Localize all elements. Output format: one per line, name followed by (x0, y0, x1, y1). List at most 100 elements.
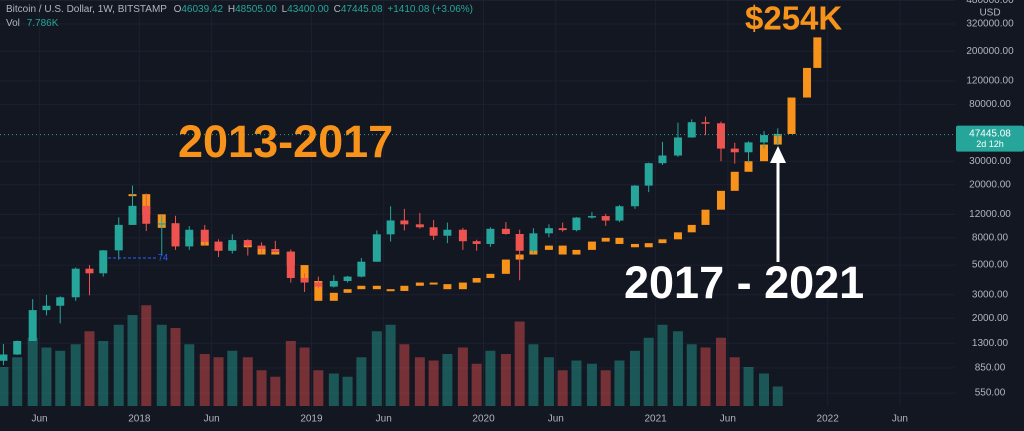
x-tick-label: 2018 (128, 414, 151, 425)
candle-body (243, 240, 252, 246)
overlay-candle (630, 243, 639, 248)
price-label-value: 47445.08 (969, 128, 1011, 139)
candle-body (630, 185, 639, 207)
candle-body (544, 228, 553, 234)
candle-body (558, 228, 567, 231)
overlay-candle (601, 237, 610, 242)
candle-body (701, 122, 710, 124)
x-tick-label: Jun (892, 414, 908, 425)
candle-body (486, 228, 495, 244)
volume-bar (170, 328, 181, 406)
ohlc-value: 47445.08 (341, 4, 383, 15)
candle-body (472, 241, 481, 244)
candle-body (730, 148, 739, 153)
volume-bar (614, 360, 625, 406)
candle-body (400, 220, 409, 225)
y-tick-label: 550.00 (975, 388, 1006, 399)
candle-body (286, 251, 295, 279)
overlay-candle (458, 282, 467, 290)
volume-bar (700, 347, 711, 406)
candle-body (28, 310, 37, 342)
volume-bar (657, 324, 668, 406)
overlay-candle (472, 278, 481, 283)
volume-bar (98, 341, 109, 406)
grid (0, 0, 955, 406)
y-tick-label: 2000.00 (972, 313, 1009, 324)
volume-bar (715, 337, 726, 406)
volume-bar (471, 363, 482, 406)
x-tick-label: 2021 (644, 414, 667, 425)
candle-body (773, 134, 782, 137)
measure-label: 74 (158, 252, 168, 262)
price-label-box (956, 125, 1024, 152)
candle-body (114, 224, 123, 251)
overlay-candle (673, 232, 682, 240)
candle-body (271, 249, 280, 252)
x-tick-label: 2020 (472, 414, 495, 425)
candle-body (372, 234, 381, 262)
candle-body (0, 354, 8, 361)
candle-body (300, 278, 309, 283)
volume-bar (342, 376, 353, 406)
overlay-candle (501, 259, 510, 274)
volume-bar (356, 357, 367, 406)
overlay-candle (572, 249, 581, 255)
overlay-candle (558, 245, 567, 255)
candle-body (157, 223, 166, 225)
overlay-candle (429, 282, 438, 285)
volume-bar (184, 344, 195, 406)
volume-bar (571, 360, 582, 406)
overlay-candle (744, 161, 753, 172)
volume-bar (227, 350, 238, 406)
ohlc-value: 46039.42 (181, 4, 223, 15)
y-tick-label: 480000.00 (966, 0, 1014, 6)
volume-bar (772, 386, 783, 406)
candle-body (744, 142, 753, 153)
volume-bar (313, 370, 324, 406)
candle-body (56, 297, 65, 306)
overlay-candle (701, 209, 710, 225)
overlay-candle (730, 171, 739, 191)
volume-bar (643, 337, 654, 406)
overlay-candle (486, 273, 495, 279)
y-tick-label: 12000.00 (969, 209, 1011, 220)
candle-body (42, 305, 51, 311)
x-tick-label: 2022 (817, 414, 840, 425)
volume-bar (528, 344, 539, 406)
volume-bar (256, 370, 267, 406)
candle-body (200, 229, 209, 242)
candle-body (458, 229, 467, 242)
candle-body (357, 261, 366, 277)
y-tick-label: 30000.00 (969, 156, 1011, 167)
candle-body (99, 250, 108, 274)
volume-header: Vol 7.786K (6, 18, 59, 29)
ohlc-key: C (334, 4, 341, 15)
volume-bar (41, 347, 52, 406)
candle-body (429, 227, 438, 236)
overlay-candle (644, 243, 653, 248)
candle-body (687, 122, 696, 138)
candle-body (128, 205, 137, 225)
y-tick-label: 200000.00 (966, 46, 1014, 57)
overlay-candle (803, 67, 812, 98)
candle-body (343, 276, 352, 282)
candle-body (587, 216, 596, 218)
volume-bar (686, 344, 697, 406)
candle-body (257, 245, 266, 250)
overlay-candle (760, 144, 768, 162)
volume-bar (629, 350, 640, 406)
volume-bar (213, 357, 224, 406)
volume-bar (0, 367, 9, 406)
overlay-candle (658, 239, 667, 244)
y-tick-label: 3000.00 (972, 289, 1009, 300)
volume-bar (514, 321, 525, 406)
volume-bar (500, 354, 511, 406)
candle-body (329, 281, 338, 287)
y-tick-label: 850.00 (975, 362, 1006, 373)
volume-bar (371, 331, 382, 406)
candle-body (716, 123, 725, 149)
candle-body (529, 233, 538, 251)
candle-body (314, 282, 323, 287)
ohlc-key: O (174, 4, 182, 15)
header: Bitcoin / U.S. Dollar, 1W, BITSTAMP O460… (6, 4, 473, 15)
